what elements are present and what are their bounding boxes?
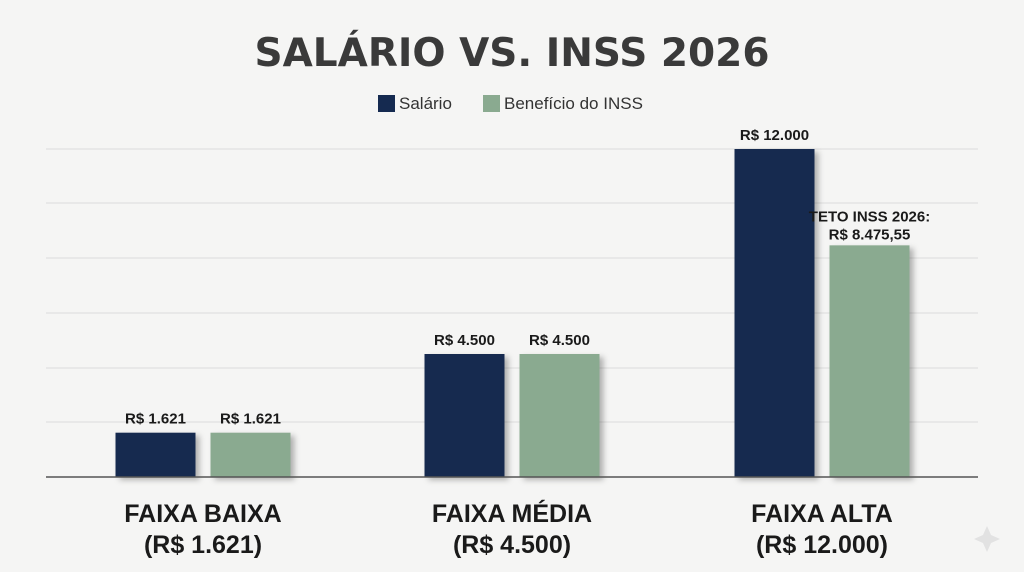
gridlines [46, 148, 978, 423]
legend-label: Salário [399, 94, 452, 113]
annotation-label: TETO INSS 2026: [809, 208, 930, 225]
chart-title: SALÁRIO VS. INSS 2026 [255, 29, 770, 76]
data-labels: R$ 1.621 R$ 4.500 R$ 12.000 R$ 1.621 R$ 4.50… [125, 127, 930, 428]
bar [734, 149, 815, 477]
legend-swatch [378, 95, 395, 112]
data-label: R$ 1.621 [220, 411, 281, 428]
category-labels: FAIXA BAIXA (R$ 1.621) FAIXA MÉDIA (R$ 4.50… [124, 499, 893, 559]
category-sublabel: (R$ 4.500) [453, 531, 571, 559]
bar [829, 245, 910, 477]
data-label: R$ 4.500 [434, 332, 495, 349]
annotation-value: R$ 8.475,55 [829, 226, 911, 243]
data-label: R$ 4.500 [529, 332, 590, 349]
data-label: R$ 12.000 [740, 127, 809, 144]
legend-swatch [483, 95, 500, 112]
category-sublabel: (R$ 1.621) [144, 531, 262, 559]
bar [115, 432, 196, 477]
legend: Salário Benefício do INSS [378, 94, 643, 113]
bar [210, 432, 291, 477]
bars [115, 149, 910, 477]
category-sublabel: (R$ 12.000) [756, 531, 888, 559]
bar [424, 354, 505, 477]
legend-label: Benefício do INSS [504, 94, 643, 113]
category-label: FAIXA ALTA [751, 500, 893, 528]
category-label: FAIXA MÉDIA [432, 499, 592, 528]
sparkle-icon [974, 526, 1000, 552]
bar [519, 354, 600, 477]
data-label: R$ 1.621 [125, 411, 186, 428]
category-label: FAIXA BAIXA [124, 500, 281, 528]
